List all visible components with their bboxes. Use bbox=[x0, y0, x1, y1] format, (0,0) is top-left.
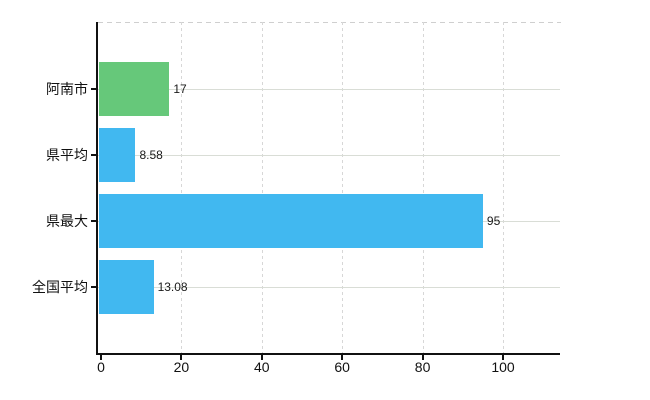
y-axis-tick bbox=[91, 220, 97, 222]
horizontal-gridline bbox=[98, 287, 560, 288]
vertical-gridline bbox=[342, 22, 344, 353]
bar-value-label: 13.08 bbox=[157, 280, 188, 294]
vertical-gridline bbox=[261, 22, 263, 353]
category-label: 全国平均 bbox=[32, 279, 88, 295]
y-axis-tick bbox=[91, 154, 97, 156]
bar-2[interactable] bbox=[99, 194, 483, 248]
plot-area: 17 8.58 95 13.08 bbox=[98, 22, 560, 353]
x-axis-tick bbox=[421, 355, 424, 360]
bar-0[interactable] bbox=[99, 62, 170, 116]
bar-value-label: 17 bbox=[173, 82, 187, 96]
plot-top-border bbox=[98, 22, 561, 23]
y-axis-tick bbox=[91, 286, 97, 288]
x-axis-tick-label: 20 bbox=[173, 359, 190, 375]
vertical-gridline bbox=[503, 22, 504, 353]
x-axis-tick-label: 100 bbox=[491, 359, 515, 375]
x-axis-tick bbox=[502, 355, 504, 360]
x-axis-tick bbox=[180, 355, 183, 360]
category-label: 県平均 bbox=[46, 147, 88, 163]
bar-3[interactable] bbox=[99, 260, 154, 314]
x-axis-tick-label: 60 bbox=[334, 359, 350, 375]
horizontal-gridline bbox=[98, 155, 560, 156]
x-axis-tick bbox=[260, 355, 263, 360]
x-axis-line bbox=[96, 353, 560, 355]
category-label: 阿南市 bbox=[46, 81, 88, 97]
bar-1[interactable] bbox=[99, 128, 136, 182]
x-axis-tick bbox=[341, 355, 344, 360]
y-axis-line bbox=[96, 22, 98, 355]
vertical-gridline bbox=[422, 22, 424, 353]
x-axis-tick-label: 40 bbox=[254, 359, 270, 375]
horizontal-gridline bbox=[98, 89, 560, 90]
bar-value-label: 95 bbox=[486, 214, 501, 228]
x-axis-tick bbox=[100, 355, 102, 360]
vertical-gridline bbox=[181, 22, 183, 353]
x-axis-tick-label: 0 bbox=[97, 359, 105, 375]
bar-value-label: 8.58 bbox=[139, 148, 163, 162]
x-axis-tick-label: 80 bbox=[414, 359, 431, 375]
category-label: 県最大 bbox=[46, 213, 88, 229]
y-axis-tick bbox=[91, 88, 97, 90]
